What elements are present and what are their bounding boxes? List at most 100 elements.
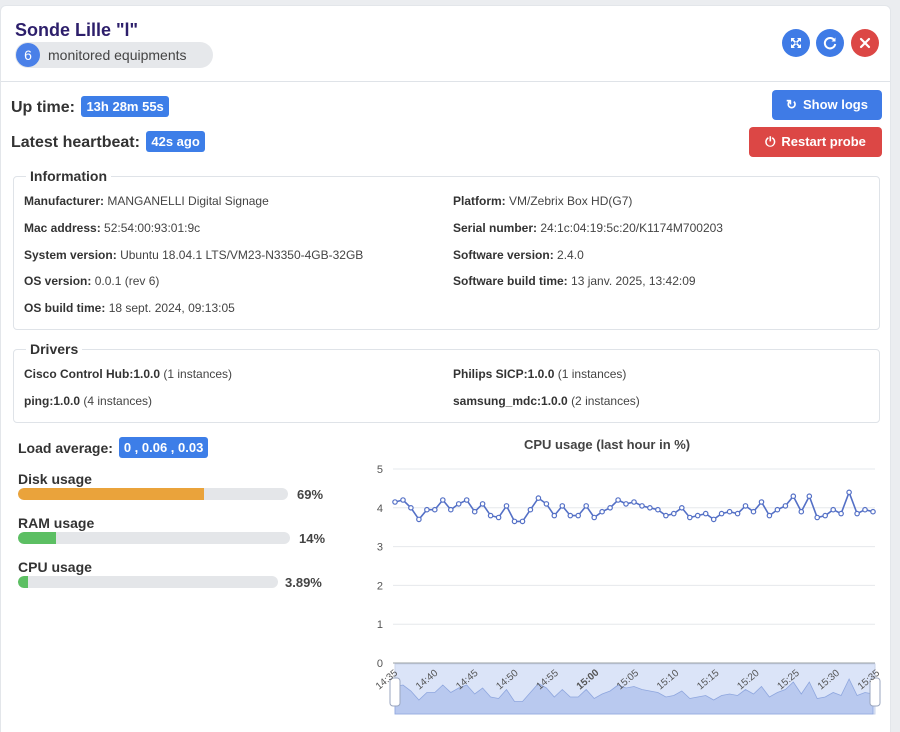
- info-serial-number: Serial number: 24:1c:04:19:5c:20/K1174M7…: [453, 221, 723, 235]
- cpu-data-point: [742, 503, 749, 509]
- cpu-data-point: [822, 512, 829, 519]
- cpu-data-point: [623, 501, 629, 507]
- uptime-badge: 13h 28m 55s: [81, 96, 169, 117]
- zoom-handle-left: [389, 677, 401, 707]
- cpu-data-point: [718, 510, 725, 517]
- cpu-data-point: [647, 504, 653, 511]
- cpu-data-point: [790, 493, 797, 500]
- restart-probe-label: Restart probe: [781, 134, 866, 149]
- ram-usage-bar: [18, 532, 290, 544]
- cpu-data-point: [670, 510, 677, 517]
- cpu-data-point: [774, 506, 781, 513]
- drivers-section: Drivers: [13, 341, 880, 423]
- info-software-build-time: Software build time: 13 janv. 2025, 13:4…: [453, 274, 696, 288]
- heartbeat-badge: 42s ago: [146, 131, 205, 152]
- y-tick-label: 5: [377, 464, 383, 476]
- cpu-data-point: [782, 503, 789, 509]
- disk-usage-fill: [18, 488, 205, 500]
- cpu-data-point: [814, 514, 821, 521]
- cpu-usage-bar: [18, 576, 278, 588]
- disk-usage-bar: [18, 488, 288, 500]
- cpu-data-point: [519, 518, 526, 525]
- ram-usage-value: 14%: [299, 531, 326, 546]
- refresh-icon: [823, 37, 837, 50]
- cpu-data-point: [447, 506, 454, 513]
- cpu-data-point: [463, 497, 470, 503]
- driver-cisco: Cisco Control Hub:1.0.0 (1 instances): [24, 367, 233, 381]
- uptime-label: Up time:: [11, 99, 75, 116]
- close-icon: [859, 37, 871, 49]
- info-platform: Platform: VM/Zebrix Box HD(G7): [453, 194, 633, 208]
- cpu-data-point: [655, 506, 661, 513]
- cpu-data-point: [806, 493, 813, 500]
- cpu-data-point: [694, 512, 701, 519]
- restart-probe-button[interactable]: ⏻ Restart probe: [749, 127, 882, 157]
- cpu-usage-label: CPU usage: [18, 559, 92, 575]
- refresh-button[interactable]: [816, 29, 844, 57]
- fullscreen-button[interactable]: [782, 29, 810, 57]
- cpu-data-point: [663, 512, 669, 519]
- zoom-handle-right: [869, 677, 881, 707]
- cpu-usage-fill: [18, 576, 29, 588]
- cpu-data-point: [870, 508, 876, 515]
- info-os-build-time: OS build time: 18 sept. 2024, 09:13:05: [24, 301, 235, 315]
- cpu-data-point: [431, 506, 438, 513]
- y-tick-label: 0: [377, 658, 383, 670]
- cpu-data-point: [678, 504, 685, 511]
- info-software-version: Software version: 2.4.0: [453, 248, 584, 262]
- y-tick-label: 2: [377, 580, 383, 592]
- cpu-data-point: [599, 508, 605, 515]
- cpu-data-point: [710, 516, 717, 523]
- load-average-label: Load average:: [18, 440, 113, 456]
- cpu-data-point: [551, 512, 558, 519]
- cpu-data-point: [726, 508, 733, 515]
- cpu-data-point: [854, 510, 860, 517]
- driver-ping: ping:1.0.0 (4 instances): [24, 394, 153, 408]
- info-system-version: System version: Ubuntu 18.04.1 LTS/VM23-…: [24, 248, 364, 262]
- driver-philips: Philips SICP:1.0.0 (1 instances): [453, 367, 627, 381]
- cpu-data-point: [639, 503, 645, 509]
- cpu-usage-value: 3.89%: [285, 575, 322, 590]
- cpu-data-point: [758, 499, 765, 505]
- cpu-data-point: [487, 512, 494, 519]
- cpu-data-point: [559, 503, 566, 509]
- cpu-data-point: [615, 497, 621, 503]
- y-tick-label: 3: [377, 542, 383, 554]
- ram-usage-fill: [18, 532, 57, 544]
- y-tick-label: 1: [377, 619, 383, 631]
- cpu-data-point: [838, 510, 844, 517]
- cpu-data-point: [567, 512, 574, 519]
- disk-usage-label: Disk usage: [18, 471, 92, 487]
- fullscreen-icon: [791, 38, 801, 48]
- panel-header: Sonde Lille "l" 6 monitored equipments: [1, 6, 890, 82]
- info-os-version: OS version: 0.0.1 (rev 6): [24, 274, 160, 288]
- cpu-data-point: [631, 499, 637, 505]
- cpu-data-point: [583, 503, 590, 509]
- info-mac-address: Mac address: 52:54:00:93:01:9c: [24, 221, 201, 235]
- cpu-data-point: [798, 508, 805, 515]
- cpu-data-point: [766, 512, 773, 519]
- show-logs-button[interactable]: ↻ Show logs: [772, 90, 882, 120]
- drivers-legend: Drivers: [30, 341, 79, 357]
- equipments-pill: 6 monitored equipments: [15, 42, 213, 68]
- cpu-data-point: [543, 501, 550, 507]
- cpu-data-point: [495, 514, 502, 521]
- ram-usage-label: RAM usage: [18, 515, 95, 531]
- information-legend: Information: [30, 168, 107, 184]
- uptime-row: Up time: 13h 28m 55s: [11, 96, 169, 117]
- cpu-data-point: [734, 510, 741, 517]
- chart-title: CPU usage (last hour in %): [524, 437, 691, 452]
- cpu-data-point: [535, 495, 542, 501]
- cpu-data-point: [750, 508, 757, 515]
- cpu-data-point: [455, 501, 462, 507]
- cpu-data-point: [575, 512, 582, 519]
- cpu-data-point: [408, 504, 414, 511]
- info-manufacturer: Manufacturer: MANGANELLI Digital Signage: [24, 194, 269, 208]
- probe-title: Sonde Lille "l": [15, 20, 139, 40]
- cpu-data-point: [846, 489, 852, 496]
- cpu-data-point: [471, 508, 478, 515]
- cpu-data-point: [416, 516, 422, 523]
- close-button[interactable]: [851, 29, 879, 57]
- cpu-data-point: [607, 504, 613, 511]
